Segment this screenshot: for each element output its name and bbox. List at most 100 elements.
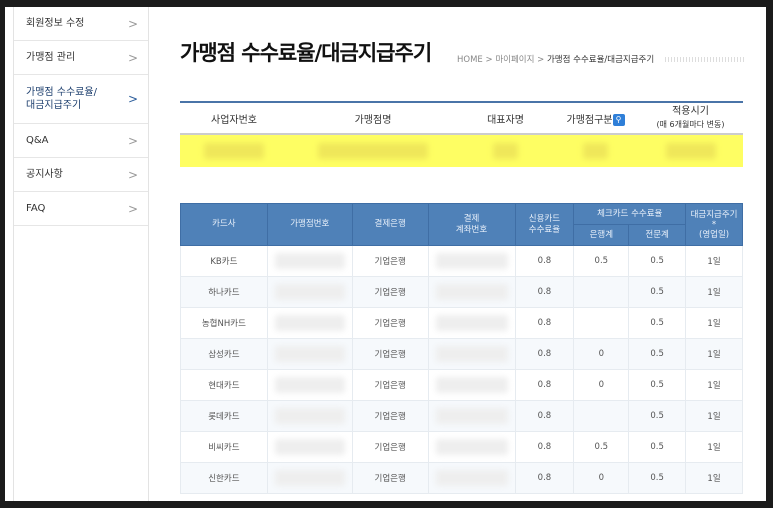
- bank: 기업은행: [351, 400, 429, 432]
- breadcrumb-home[interactable]: HOME: [457, 55, 483, 65]
- table-row: 현대카드 기업은행 0.8 0 0.5 1일: [180, 369, 743, 401]
- sidebar-item-4[interactable]: 공지사항 >: [14, 158, 148, 192]
- bank: 기업은행: [351, 462, 429, 494]
- sidebar-item-label: 가맹점 관리: [26, 52, 76, 63]
- credit-rate: 0.8: [514, 307, 575, 339]
- credit-rate: 0.8: [514, 369, 575, 401]
- page-frame: 회원정보 수정 > 가맹점 관리 > 가맹점 수수료율/ 대금지급주기 > Q&A > 공지사항…: [5, 7, 766, 501]
- redacted-value: [665, 143, 716, 159]
- table-row: 하나카드 기업은행 0.8 0.5 1일: [180, 276, 743, 308]
- account-redacted: [427, 307, 516, 339]
- card-name: KB카드: [180, 245, 268, 277]
- merchant-no-redacted: [266, 245, 353, 277]
- check-bank-rate: 0.5: [573, 245, 630, 277]
- header-card: 카드사: [180, 203, 268, 246]
- merchant-info-row: [180, 135, 743, 167]
- account-redacted: [427, 400, 516, 432]
- card-name: 비씨카드: [180, 431, 268, 463]
- card-name: 현대카드: [180, 369, 268, 401]
- sidebar-item-label: Q&A: [26, 135, 49, 146]
- check-bank-rate: 0.5: [573, 431, 630, 463]
- merchant-no-redacted: [266, 431, 353, 463]
- header-merchant-no: 가맹점번호: [266, 203, 353, 246]
- table-row: 삼성카드 기업은행 0.8 0 0.5 1일: [180, 338, 743, 370]
- sidebar-item-0[interactable]: 회원정보 수정 >: [14, 7, 148, 41]
- header-check-spec: 전문계: [628, 224, 687, 246]
- card-name: 신한카드: [180, 462, 268, 494]
- sidebar-item-5[interactable]: FAQ >: [14, 192, 148, 226]
- payment-cycle: 1일: [685, 338, 743, 370]
- account-redacted: [427, 462, 516, 494]
- payment-cycle: 1일: [685, 369, 743, 401]
- search-icon[interactable]: ⚲: [612, 113, 625, 126]
- chevron-right-icon: >: [127, 50, 138, 65]
- header-check-bank: 은행계: [573, 224, 630, 246]
- period-note: (매 6개월마다 변동): [656, 120, 725, 129]
- check-spec-rate: 0.5: [628, 307, 687, 339]
- redacted-value: [204, 143, 264, 159]
- breadcrumb-mypage[interactable]: 마이페이지: [495, 55, 535, 65]
- rates-table: 카드사 가맹점번호 결제은행 결제 계좌번호 신용카드 수수료율 체크카드 수수…: [180, 203, 743, 494]
- header-check-rate: 체크카드 수수료율: [573, 203, 687, 225]
- account-redacted: [427, 369, 516, 401]
- chevron-right-icon: >: [127, 92, 138, 106]
- check-spec-rate: 0.5: [628, 338, 687, 370]
- header-account: 결제 계좌번호: [427, 203, 516, 246]
- merchant-no-redacted: [266, 400, 353, 432]
- merchant-no-redacted: [266, 369, 353, 401]
- payment-cycle: 1일: [685, 400, 743, 432]
- check-bank-rate: [573, 307, 630, 339]
- table-row: KB카드 기업은행 0.8 0.5 0.5 1일: [180, 245, 743, 277]
- divider: [665, 57, 745, 62]
- chevron-right-icon: >: [127, 167, 138, 182]
- chevron-right-icon: >: [127, 201, 138, 216]
- bank: 기업은행: [351, 338, 429, 370]
- check-spec-rate: 0.5: [628, 400, 687, 432]
- table-row: 비씨카드 기업은행 0.8 0.5 0.5 1일: [180, 431, 743, 463]
- check-spec-rate: 0.5: [628, 276, 687, 308]
- card-name: 농협NH카드: [180, 307, 268, 339]
- check-bank-rate: [573, 276, 630, 308]
- header-merchant-name: 가맹점명: [354, 114, 392, 126]
- payment-cycle: 1일: [685, 245, 743, 277]
- check-bank-rate: 0: [573, 462, 630, 494]
- table-row: 롯데카드 기업은행 0.8 0.5 1일: [180, 400, 743, 432]
- check-spec-rate: 0.5: [628, 462, 687, 494]
- check-bank-rate: [573, 400, 630, 432]
- chevron-right-icon: >: [127, 133, 138, 148]
- card-name: 삼성카드: [180, 338, 268, 370]
- bank: 기업은행: [351, 276, 429, 308]
- sidebar-item-3[interactable]: Q&A >: [14, 124, 148, 158]
- page-title: 가맹점 수수료율/대금지급주기: [180, 41, 432, 65]
- sidebar-item-1[interactable]: 가맹점 관리 >: [14, 41, 148, 75]
- credit-rate: 0.8: [514, 400, 575, 432]
- payment-cycle: 1일: [685, 276, 743, 308]
- header-business-no: 사업자번호: [211, 114, 257, 126]
- breadcrumb-separator: >: [485, 55, 493, 65]
- payment-cycle: 1일: [685, 307, 743, 339]
- sidebar-item-label: 회원정보 수정: [26, 18, 85, 29]
- merchant-no-redacted: [266, 462, 353, 494]
- header-representative: 대표자명: [487, 114, 524, 126]
- header-apply-period: 적용시기 (매 6개월마다 변동): [638, 105, 743, 131]
- bank: 기업은행: [351, 431, 429, 463]
- table-row: 농협NH카드 기업은행 0.8 0.5 1일: [180, 307, 743, 339]
- credit-rate: 0.8: [514, 338, 575, 370]
- sidebar-item-label: FAQ: [26, 203, 46, 214]
- bank: 기업은행: [351, 245, 429, 277]
- sidebar-item-2[interactable]: 가맹점 수수료율/ 대금지급주기 >: [14, 75, 148, 124]
- merchant-no-redacted: [266, 276, 353, 308]
- sidebar-item-label: 가맹점 수수료율/ 대금지급주기: [26, 87, 97, 111]
- credit-rate: 0.8: [514, 276, 575, 308]
- credit-rate: 0.8: [514, 431, 575, 463]
- merchant-no-redacted: [266, 307, 353, 339]
- merchant-info-table: 사업자번호 가맹점명 대표자명 가맹점구분 ⚲ 적용시기 (매 6개월마다 변동): [180, 101, 743, 167]
- payment-cycle: 1일: [685, 431, 743, 463]
- breadcrumb-current: 가맹점 수수료율/대금지급주기: [546, 55, 655, 65]
- redacted-value: [583, 143, 608, 159]
- check-spec-rate: 0.5: [628, 369, 687, 401]
- check-spec-rate: 0.5: [628, 431, 687, 463]
- chevron-right-icon: >: [127, 16, 138, 31]
- redacted-value: [493, 143, 518, 159]
- credit-rate: 0.8: [514, 245, 575, 277]
